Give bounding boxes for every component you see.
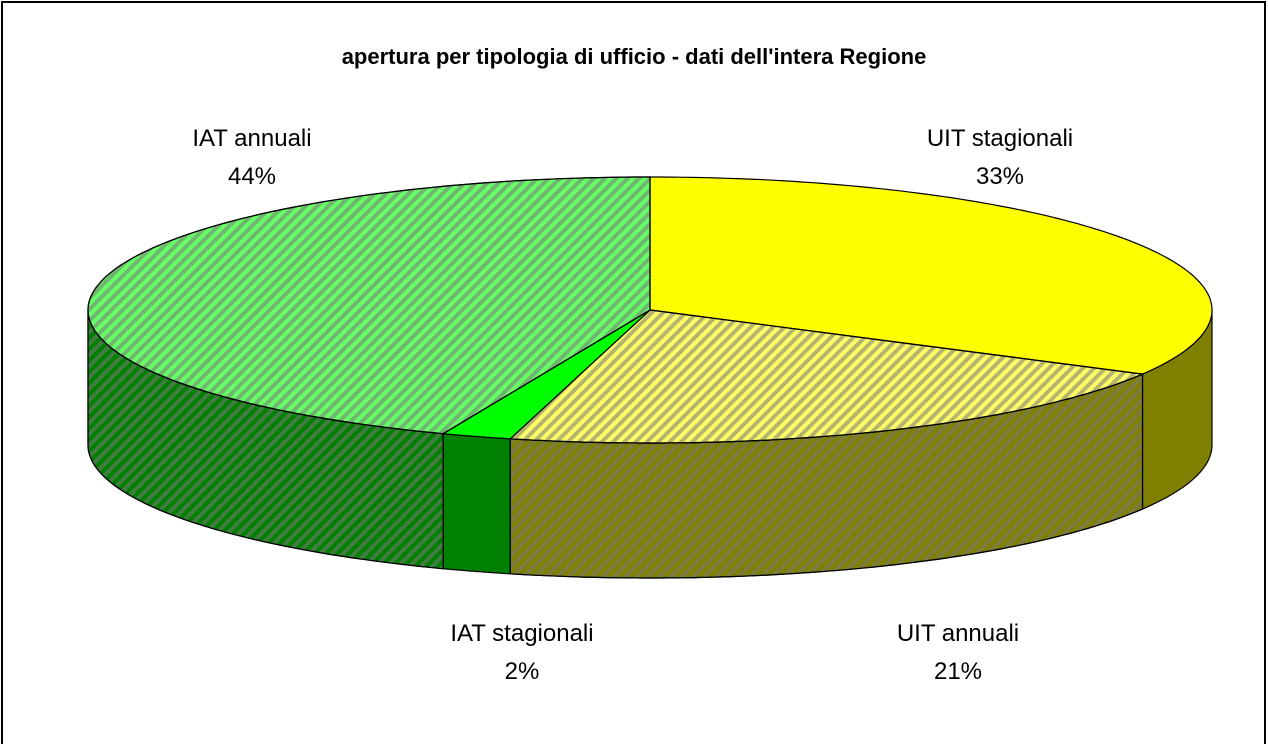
slice-label-name: IAT stagionali: [450, 620, 593, 647]
slice-label-value: 2%: [505, 658, 540, 685]
pie-slice-hatch: [508, 309, 1145, 444]
pie-side: [442, 433, 511, 575]
slice-label-value: 33%: [976, 163, 1024, 190]
chart-title: apertura per tipologia di ufficio - dati…: [342, 44, 927, 69]
pie-slice-hatch: [87, 176, 651, 435]
slice-label-value: 44%: [228, 163, 276, 190]
slice-label: UIT stagionali 33%: [927, 125, 1073, 190]
slice-label-value: 21%: [934, 658, 982, 685]
slice-label-name: UIT annuali: [897, 620, 1019, 647]
slice-label-name: IAT annuali: [192, 125, 311, 152]
slice-label: UIT annuali 21%: [897, 620, 1019, 685]
pie-slice: [649, 176, 1213, 375]
slice-label-name: UIT stagionali: [927, 125, 1073, 152]
slice-label: IAT annuali 44%: [192, 125, 311, 190]
slice-label: IAT stagionali 2%: [450, 620, 593, 685]
pie-slice: [440, 309, 651, 440]
